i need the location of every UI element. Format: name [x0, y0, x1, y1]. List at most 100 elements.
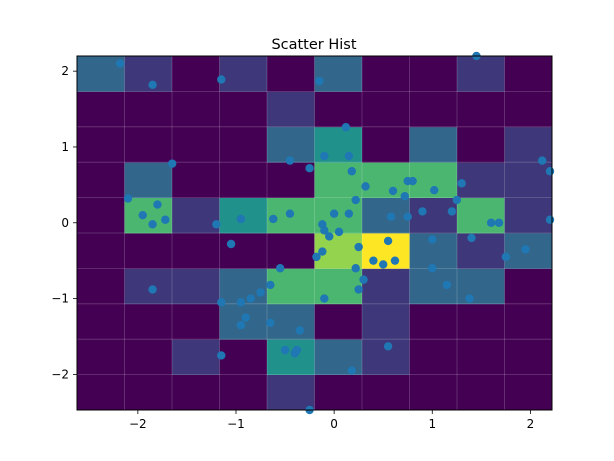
heatmap-cell [124, 233, 173, 269]
scatter-point [457, 179, 466, 188]
heatmap-cell [504, 126, 553, 163]
heatmap-cell [457, 268, 505, 305]
heatmap-cell [267, 303, 315, 340]
heatmap-cell [314, 56, 363, 92]
heatmap-cell [362, 91, 410, 128]
heatmap-cell [409, 56, 458, 92]
scatter-point [347, 366, 356, 375]
heatmap-cell [219, 197, 268, 234]
scatter-point [386, 212, 396, 221]
heatmap-cell [409, 339, 458, 375]
heatmap-cell [172, 126, 220, 163]
heatmap-cell [457, 56, 505, 92]
heatmap-cell [124, 91, 173, 128]
scatter-point [161, 215, 170, 224]
scatter-point [148, 285, 157, 294]
scatter-point [236, 298, 246, 307]
scatter-point [383, 236, 393, 246]
heatmap-cell [124, 374, 173, 411]
scatter-point [354, 242, 363, 252]
heatmap-cell [457, 197, 505, 234]
x-tick-label: 1 [428, 417, 436, 431]
scatter-point [269, 214, 278, 224]
scatter-point [236, 214, 246, 224]
heatmap-cell [124, 303, 173, 340]
heatmap-cell [219, 233, 268, 269]
scatter-point [315, 76, 324, 86]
y-axis: −2 −1 0 1 2 [51, 64, 77, 381]
scatter-point [545, 167, 555, 176]
heatmap-cell [124, 126, 173, 163]
heatmap-cell [219, 374, 268, 411]
scatter-point [428, 235, 437, 244]
scatter-point [378, 260, 388, 269]
x-tick-label: 2 [527, 417, 535, 431]
heatmap-cell [362, 162, 410, 198]
scatter-point [320, 151, 329, 161]
scatter-point [320, 294, 329, 303]
heatmap-cell [409, 126, 458, 163]
heatmap-cell [172, 339, 220, 375]
scatter-point [123, 194, 133, 203]
scatter-point [325, 232, 334, 241]
scatter-point [217, 298, 226, 307]
heatmap-cell [457, 303, 505, 340]
scatter-point [341, 123, 351, 132]
scatter-point [320, 226, 329, 235]
heatmap-cell [172, 162, 220, 198]
heatmap-cell [219, 56, 268, 92]
scatter-point [344, 151, 354, 161]
plot-frame [76, 55, 553, 411]
heatmap-cell [362, 126, 410, 163]
scatter-point [403, 212, 412, 221]
heatmap-cell [457, 233, 505, 269]
heatmap-cell [219, 268, 268, 305]
heatmap-cell [314, 162, 363, 198]
heatmap-cell [124, 268, 173, 305]
scatter-point [285, 156, 295, 165]
scatter-point [521, 245, 530, 254]
scatter-point [369, 256, 378, 265]
scatter-point [501, 252, 511, 262]
heatmap-cell [124, 162, 173, 198]
scatter-point [256, 288, 265, 297]
x-tick-label: 0 [330, 417, 338, 431]
heatmap-cell [267, 233, 315, 269]
scatter-point [494, 218, 504, 227]
heatmap-cell [362, 197, 410, 234]
scatter-point [344, 209, 354, 218]
scatter-point [115, 59, 125, 68]
heatmap-cell [172, 197, 220, 234]
scatter-point [486, 218, 496, 227]
scatter-point [465, 294, 474, 303]
heatmap-cell [267, 56, 315, 92]
scatter-point [452, 195, 462, 205]
scatter-point [383, 342, 393, 351]
scatter-point [390, 256, 400, 265]
heatmap-cell [219, 126, 268, 163]
x-tick-label: −1 [227, 417, 245, 431]
heatmap-cell [77, 339, 125, 375]
heatmap-cell [504, 303, 553, 340]
heatmap-cell [362, 303, 410, 340]
heatmap-cell [409, 303, 458, 340]
scatter-point [418, 207, 427, 216]
heatmap-cell [77, 126, 125, 163]
heatmap-cell [219, 303, 268, 340]
scatter-point [351, 195, 360, 205]
heatmap-cell [314, 303, 363, 340]
y-tick-label: 2 [61, 64, 69, 78]
heatmap-cell [504, 91, 553, 128]
heatmap-cell [172, 374, 220, 411]
scatter-point [148, 220, 157, 229]
scatter-point [388, 186, 398, 196]
heatmap-cell [457, 126, 505, 163]
heatmap-cell [314, 91, 363, 128]
heatmap-cell [124, 197, 173, 234]
scatter-point [428, 264, 437, 273]
y-tick-label: 1 [61, 140, 69, 154]
heatmap-cell [124, 56, 173, 92]
scatter-point [217, 75, 226, 84]
heatmap-cell [267, 374, 315, 411]
scatter-point [447, 207, 457, 216]
